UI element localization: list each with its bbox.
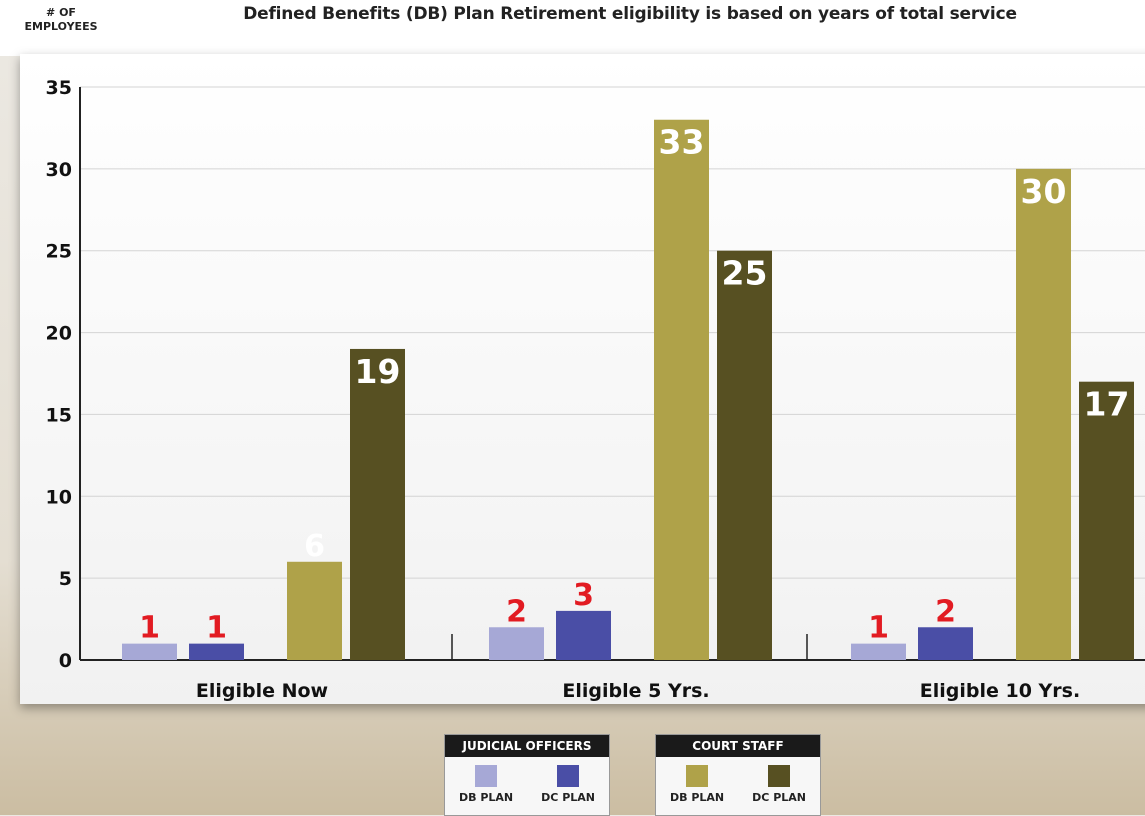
- legend-label: DB PLAN: [670, 791, 724, 804]
- data-label: 6: [304, 529, 325, 564]
- data-label: 2: [935, 594, 956, 629]
- y-tick-label: 5: [59, 568, 72, 590]
- data-label: 1: [868, 611, 889, 646]
- bar: [654, 120, 709, 660]
- y-tick-label: 0: [59, 650, 72, 672]
- bar: [851, 644, 906, 660]
- legend-court-staff: COURT STAFF DB PLAN DC PLAN: [655, 734, 821, 816]
- data-label: 3: [573, 578, 594, 613]
- data-label: 1: [139, 611, 160, 646]
- legend-label: DB PLAN: [459, 791, 513, 804]
- legend-swatch: [557, 765, 579, 787]
- bar: [918, 627, 973, 660]
- data-label: 2: [506, 594, 527, 629]
- bar: [489, 627, 544, 660]
- y-tick-label: 15: [46, 404, 72, 426]
- data-label: 17: [1084, 385, 1130, 424]
- legend-swatch: [475, 765, 497, 787]
- y-tick-label: 25: [46, 241, 72, 263]
- data-label: 25: [722, 254, 768, 293]
- legend-title: COURT STAFF: [656, 735, 820, 757]
- legend-swatch: [686, 765, 708, 787]
- bar: [189, 644, 244, 660]
- data-label: 30: [1021, 172, 1067, 211]
- bar: [1016, 169, 1071, 660]
- bar: [556, 611, 611, 660]
- y-tick-label: 35: [46, 77, 72, 99]
- y-tick-label: 30: [46, 159, 72, 181]
- bar: [350, 349, 405, 660]
- bar: [122, 644, 177, 660]
- data-label: 33: [659, 123, 705, 162]
- data-label: 19: [355, 352, 401, 391]
- legend-label: DC PLAN: [752, 791, 806, 804]
- x-category-label: Eligible 5 Yrs.: [562, 680, 709, 702]
- y-tick-label: 20: [46, 323, 72, 345]
- x-category-label: Eligible 10 Yrs.: [920, 680, 1080, 702]
- legend-item-dc-plan: DC PLAN: [541, 765, 595, 804]
- legend-swatch: [768, 765, 790, 787]
- legend-judicial-officers: JUDICIAL OFFICERS DB PLAN DC PLAN: [444, 734, 610, 816]
- legend-label: DC PLAN: [541, 791, 595, 804]
- bar: [717, 251, 772, 660]
- bar: [287, 562, 342, 660]
- legend-item-db-plan: DB PLAN: [670, 765, 724, 804]
- legend-title: JUDICIAL OFFICERS: [445, 735, 609, 757]
- data-label: 1: [206, 611, 227, 646]
- y-tick-label: 10: [46, 486, 72, 508]
- x-category-label: Eligible Now: [196, 680, 328, 702]
- legend-item-dc-plan: DC PLAN: [752, 765, 806, 804]
- legend-item-db-plan: DB PLAN: [459, 765, 513, 804]
